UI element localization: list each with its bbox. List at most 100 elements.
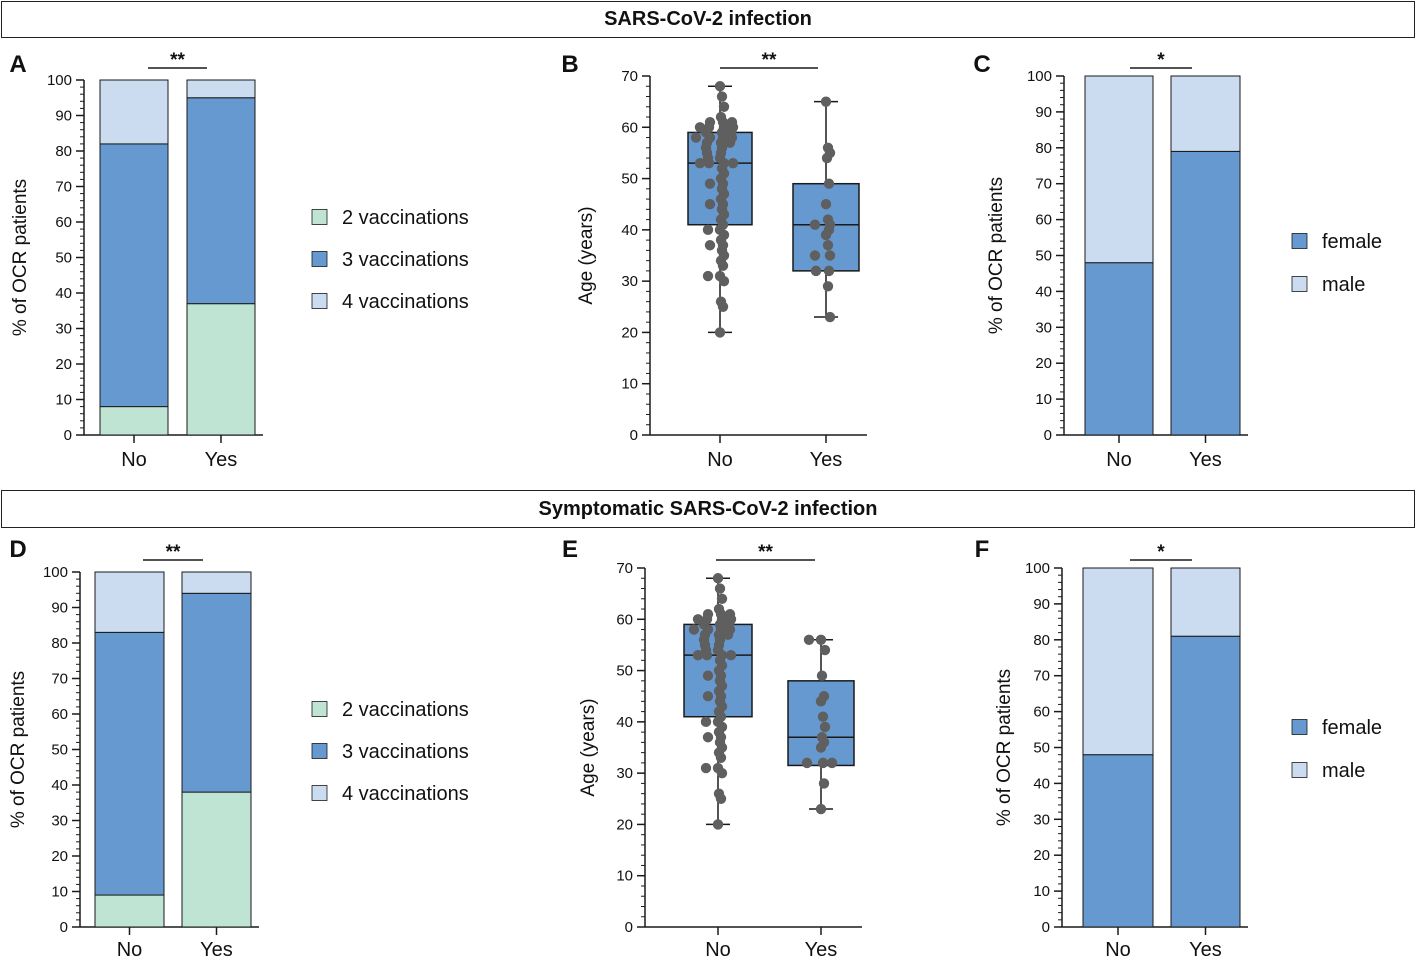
- y-tick-label-b: 40: [621, 222, 638, 239]
- data-point-e-no: [715, 793, 727, 804]
- y-tick-label-a: 90: [55, 108, 72, 125]
- data-point-e-no: [722, 629, 734, 640]
- legend-swatch-f: [1291, 762, 1308, 778]
- data-point-b-yes: [822, 240, 834, 251]
- data-point-e-yes: [818, 778, 830, 789]
- data-point-b-no: [727, 157, 739, 169]
- x-category-label-a: Yes: [205, 449, 238, 471]
- x-category-label-e: No: [705, 939, 731, 957]
- data-point-b-yes: [820, 199, 832, 210]
- bar-segment-f-female-yes: [1170, 635, 1241, 928]
- y-tick-label-c: 10: [1035, 391, 1052, 408]
- legend-swatch-f: [1291, 719, 1308, 735]
- x-category-label-d: Yes: [200, 939, 233, 957]
- data-point-b-yes: [810, 265, 822, 277]
- bar-segment-d-4-vaccinations-yes: [181, 571, 252, 594]
- data-point-e-yes: [803, 634, 815, 645]
- data-point-b-yes: [823, 178, 835, 189]
- bar-segment-d-2-vaccinations-no: [94, 894, 165, 928]
- x-category-label-f: Yes: [1189, 939, 1222, 957]
- y-tick-label-a: 0: [64, 427, 72, 444]
- y-tick-label-b: 10: [621, 376, 638, 393]
- data-point-b-no: [702, 224, 714, 236]
- y-tick-label-a: 50: [55, 250, 72, 267]
- data-point-b-no: [714, 327, 726, 338]
- legend-swatch-d: [311, 701, 328, 717]
- panel-label-e: E: [562, 536, 578, 563]
- data-point-e-no: [702, 732, 714, 743]
- x-category-label-c: Yes: [1189, 449, 1222, 471]
- y-tick-label-d: 50: [51, 742, 68, 759]
- y-tick-label-c: 70: [1035, 176, 1052, 193]
- data-point-b-yes: [820, 229, 832, 241]
- data-point-e-yes: [801, 757, 813, 769]
- bar-segment-c-male-no: [1084, 75, 1154, 264]
- y-tick-label-f: 30: [1033, 811, 1050, 828]
- y-axis-label-d: % of OCR patients: [8, 671, 29, 828]
- x-category-label-d: No: [117, 939, 143, 957]
- y-tick-label-b: 30: [621, 273, 638, 290]
- data-point-e-no: [700, 762, 712, 774]
- bar-segment-a-4-vaccinations-yes: [186, 79, 256, 99]
- data-point-e-yes: [817, 711, 829, 722]
- y-axis-label-a: % of OCR patients: [10, 179, 31, 336]
- y-axis-label-b: Age (years): [576, 206, 597, 304]
- data-point-b-yes: [824, 311, 836, 323]
- y-tick-label-c: 30: [1035, 319, 1052, 336]
- y-tick-label-e: 10: [616, 868, 633, 885]
- data-point-b-yes: [809, 219, 821, 230]
- y-tick-label-e: 50: [616, 663, 633, 680]
- bar-segment-f-male-no: [1082, 567, 1154, 756]
- y-axis-label-f: % of OCR patients: [994, 669, 1015, 826]
- data-point-b-yes: [822, 281, 834, 292]
- y-tick-label-e: 60: [616, 611, 633, 628]
- y-tick-label-c: 50: [1035, 248, 1052, 265]
- x-category-label-a: No: [121, 449, 147, 471]
- data-point-b-yes: [821, 152, 833, 164]
- y-tick-label-d: 80: [51, 635, 68, 652]
- y-tick-label-a: 20: [55, 356, 72, 373]
- y-tick-label-d: 60: [51, 706, 68, 723]
- legend-swatch-c: [1291, 276, 1308, 292]
- banner-symptomatic-infection: Symptomatic SARS-CoV-2 infection: [1, 490, 1415, 528]
- y-axis-label-c: % of OCR patients: [986, 177, 1007, 334]
- data-point-b-no: [714, 81, 726, 92]
- data-point-e-no: [688, 624, 700, 635]
- legend-label-f: male: [1322, 760, 1365, 782]
- legend-swatch-d: [311, 785, 328, 801]
- y-tick-label-a: 100: [47, 72, 72, 89]
- data-point-b-yes: [824, 250, 836, 261]
- y-tick-label-d: 20: [51, 848, 68, 865]
- data-point-b-no: [717, 301, 729, 312]
- y-tick-label-c: 0: [1044, 427, 1052, 444]
- data-point-b-yes: [809, 250, 821, 261]
- data-point-e-yes: [816, 670, 828, 681]
- legend-label-a: 4 vaccinations: [342, 291, 469, 313]
- data-point-e-no: [702, 691, 714, 702]
- banner-sars-cov-2-infection: SARS-CoV-2 infection: [1, 1, 1415, 38]
- data-point-b-yes: [823, 265, 835, 277]
- bar-segment-d-3-vaccinations-yes: [181, 592, 252, 793]
- y-tick-label-b: 0: [630, 427, 638, 444]
- data-point-e-no: [714, 583, 726, 594]
- legend-label-f: female: [1322, 717, 1382, 739]
- x-category-label-e: Yes: [805, 939, 838, 957]
- y-tick-label-d: 10: [51, 884, 68, 901]
- data-point-b-yes: [820, 96, 832, 107]
- legend-swatch-a: [311, 251, 328, 267]
- y-tick-label-a: 80: [55, 143, 72, 160]
- legend-label-d: 3 vaccinations: [342, 741, 469, 763]
- y-tick-label-d: 90: [51, 600, 68, 617]
- y-tick-label-c: 80: [1035, 140, 1052, 157]
- data-point-b-no: [717, 260, 729, 271]
- y-tick-label-d: 100: [43, 564, 68, 581]
- bar-segment-f-female-no: [1082, 754, 1154, 928]
- data-point-e-no: [716, 767, 728, 779]
- legend-label-c: male: [1322, 274, 1365, 296]
- significance-label-b: **: [762, 50, 777, 71]
- y-tick-label-a: 30: [55, 321, 72, 338]
- y-tick-label-f: 0: [1042, 919, 1050, 936]
- y-tick-label-d: 40: [51, 777, 68, 794]
- data-point-b-no: [718, 275, 730, 287]
- data-point-b-no: [704, 199, 716, 210]
